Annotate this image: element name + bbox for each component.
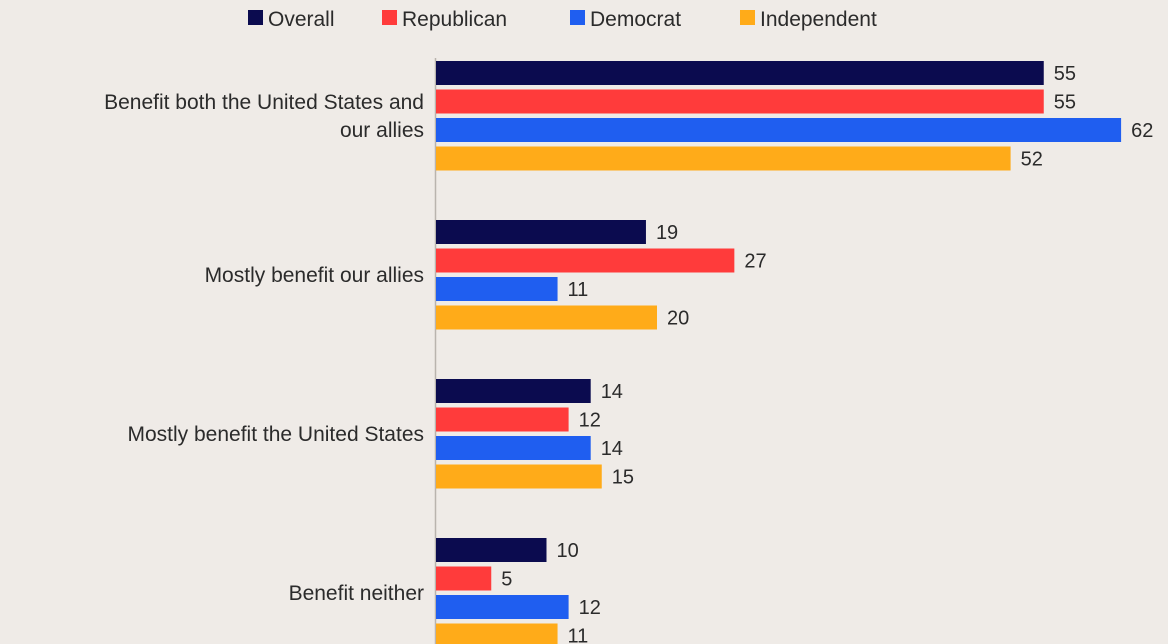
- value-label-democrat: 14: [601, 438, 623, 460]
- value-label-democrat: 11: [568, 279, 589, 301]
- value-label-overall: 14: [601, 381, 623, 403]
- bar-republican: [436, 566, 492, 591]
- legend-label-overall: Overall: [268, 8, 335, 31]
- bar-democrat: [436, 436, 591, 460]
- value-label-independent: 20: [667, 308, 689, 330]
- value-label-republican: 55: [1054, 92, 1076, 114]
- value-label-independent: 52: [1021, 149, 1043, 171]
- value-label-independent: 11: [568, 626, 589, 644]
- value-label-republican: 27: [744, 251, 766, 273]
- legend-swatch-independent: [740, 10, 755, 25]
- bar-democrat: [436, 277, 558, 301]
- legend-label-independent: Independent: [760, 8, 877, 31]
- bar-independent: [436, 623, 558, 644]
- bar-independent: [436, 305, 657, 330]
- category-label: Mostly benefit our allies: [205, 264, 424, 287]
- bar-democrat: [436, 595, 569, 619]
- value-label-overall: 55: [1054, 63, 1076, 85]
- legend: Overall Republican Democrat Independent: [248, 8, 877, 31]
- legend-swatch-republican: [382, 10, 397, 25]
- bar-overall: [436, 538, 547, 562]
- bar-republican: [436, 407, 569, 432]
- bars: [436, 61, 1122, 644]
- value-label-overall: 19: [656, 222, 678, 244]
- bar-overall: [436, 379, 591, 403]
- value-label-independent: 15: [612, 467, 634, 489]
- bar-overall: [436, 61, 1044, 85]
- bar-republican: [436, 248, 735, 273]
- bar-republican: [436, 89, 1044, 114]
- category-labels: Benefit both the United States and our al…: [104, 91, 424, 605]
- category-label: Benefit both the United States and: [104, 91, 424, 114]
- legend-label-republican: Republican: [402, 8, 507, 31]
- bar-overall: [436, 220, 646, 244]
- bar-independent: [436, 464, 602, 489]
- category-label: Benefit neither: [289, 582, 424, 605]
- value-label-democrat: 62: [1131, 120, 1153, 142]
- legend-swatch-democrat: [570, 10, 585, 25]
- value-label-democrat: 12: [579, 597, 601, 619]
- value-label-overall: 10: [557, 540, 579, 562]
- bar-independent: [436, 146, 1011, 171]
- category-label: our allies: [340, 119, 424, 142]
- legend-swatch-overall: [248, 10, 263, 25]
- category-label: Mostly benefit the United States: [128, 423, 425, 446]
- value-label-republican: 5: [501, 569, 512, 591]
- legend-label-democrat: Democrat: [590, 8, 681, 31]
- bar-democrat: [436, 118, 1122, 142]
- value-label-republican: 12: [579, 410, 601, 432]
